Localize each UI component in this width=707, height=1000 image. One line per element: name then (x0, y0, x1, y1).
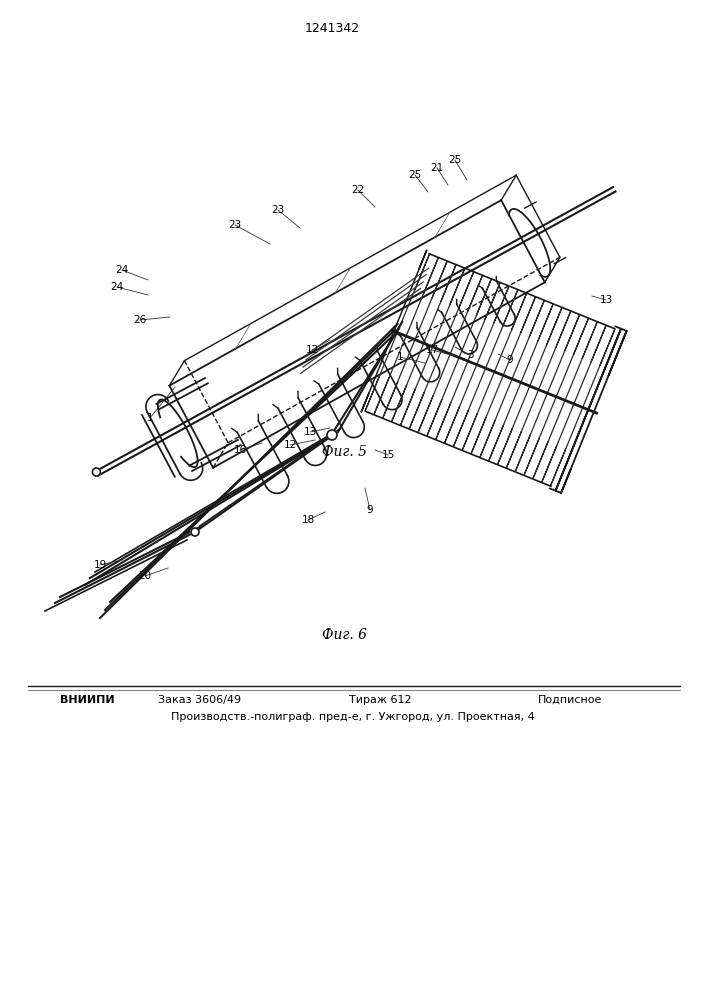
Text: Фиг. 5: Фиг. 5 (322, 445, 368, 459)
Text: 24: 24 (110, 282, 124, 292)
Text: 24: 24 (115, 265, 129, 275)
Text: 13: 13 (303, 427, 317, 437)
Text: 26: 26 (134, 315, 146, 325)
Text: 15: 15 (381, 450, 395, 460)
Text: ВНИИПИ: ВНИИПИ (60, 695, 115, 705)
Text: Подписное: Подписное (538, 695, 602, 705)
Text: 9: 9 (507, 355, 513, 365)
Text: 12: 12 (305, 345, 319, 355)
Text: Заказ 3606/49: Заказ 3606/49 (158, 695, 242, 705)
Text: 13: 13 (600, 295, 613, 305)
Text: Фиг. 6: Фиг. 6 (322, 628, 368, 642)
Text: 17: 17 (426, 345, 438, 355)
Circle shape (327, 430, 337, 440)
Text: 25: 25 (409, 170, 421, 180)
Text: 16: 16 (233, 445, 247, 455)
Text: Тираж 612: Тираж 612 (349, 695, 411, 705)
Circle shape (191, 528, 199, 536)
Text: 18: 18 (301, 515, 315, 525)
Text: 23: 23 (271, 205, 285, 215)
Text: 22: 22 (351, 185, 365, 195)
Text: 23: 23 (228, 220, 242, 230)
Circle shape (93, 468, 100, 476)
Text: Производств.-полиграф. пред-е, г. Ужгород, ул. Проектная, 4: Производств.-полиграф. пред-е, г. Ужгоро… (171, 712, 535, 722)
Text: 25: 25 (448, 155, 462, 165)
Text: 19: 19 (93, 560, 107, 570)
Text: 12: 12 (284, 440, 297, 450)
Text: 3: 3 (467, 350, 473, 360)
Text: 21: 21 (431, 163, 443, 173)
Text: 20: 20 (139, 571, 151, 581)
Text: 1: 1 (397, 352, 403, 362)
Text: 1241342: 1241342 (305, 21, 360, 34)
Text: 1: 1 (146, 413, 153, 423)
Text: 9: 9 (367, 505, 373, 515)
